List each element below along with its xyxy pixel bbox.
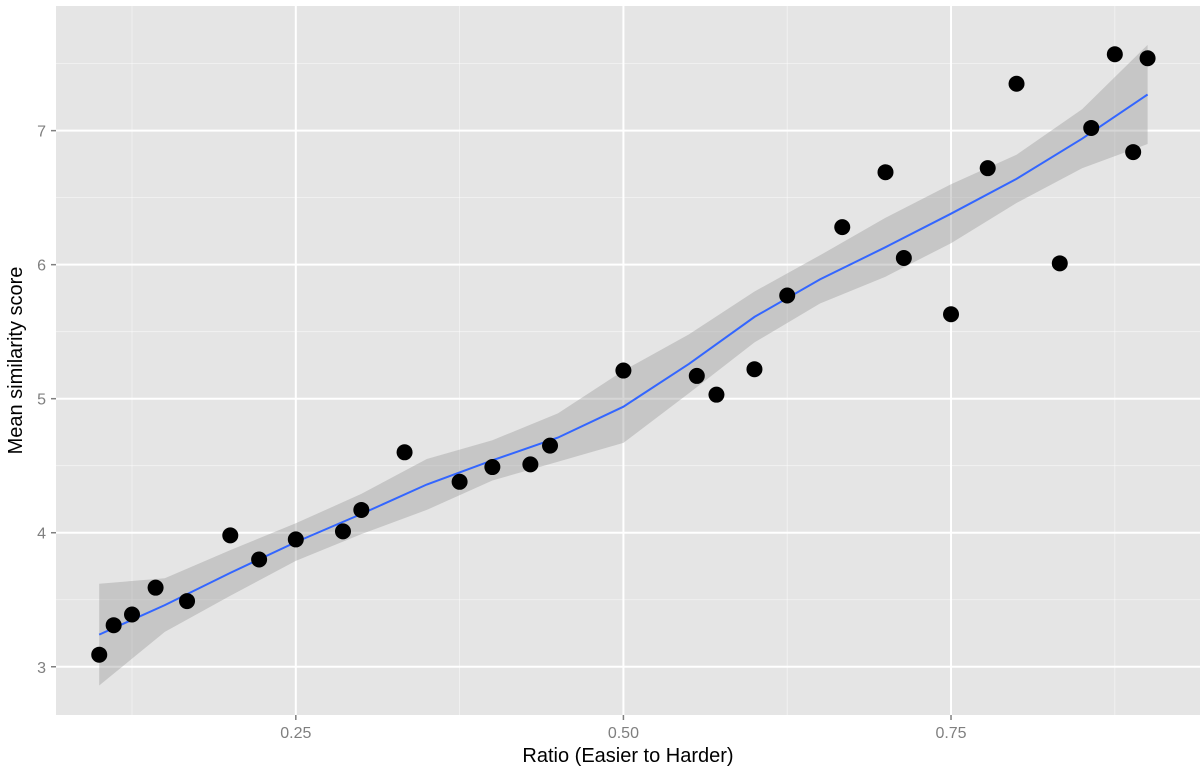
y-axis-title: Mean similarity score: [5, 267, 27, 455]
data-point: [688, 367, 705, 384]
x-axis-ticks: 0.25 0.50 0.75: [280, 715, 967, 742]
y-tick-label: 3: [37, 660, 46, 677]
data-point: [895, 249, 912, 266]
data-point: [105, 617, 122, 634]
y-tick-label: 7: [37, 124, 46, 141]
x-tick-label: 0.50: [608, 725, 639, 742]
data-point: [179, 593, 196, 610]
y-axis-ticks: 3 4 5 6 7: [37, 124, 56, 677]
data-point: [222, 527, 239, 544]
y-tick-label: 4: [37, 526, 46, 543]
data-point: [615, 362, 632, 379]
data-points: [91, 46, 1156, 663]
data-point: [746, 361, 763, 378]
data-point: [979, 160, 996, 177]
x-tick-label: 0.75: [935, 725, 966, 742]
data-point: [124, 606, 141, 623]
smooth-line: [98, 93, 1149, 636]
y-tick-label: 6: [37, 258, 46, 275]
data-point: [779, 287, 796, 304]
data-point: [522, 456, 539, 473]
data-point: [542, 437, 559, 454]
x-axis-title: Ratio (Easier to Harder): [522, 745, 733, 767]
major-grid-y: [56, 129, 1200, 668]
data-point: [353, 501, 370, 518]
data-point: [1051, 255, 1068, 272]
y-tick-label: 5: [37, 392, 46, 409]
data-point: [334, 523, 351, 540]
data-point: [943, 306, 960, 323]
data-point: [251, 551, 268, 568]
data-point: [834, 219, 851, 236]
minor-grid-x: [131, 6, 1116, 715]
data-point: [91, 646, 108, 663]
plot-panel: [56, 6, 1200, 715]
data-point: [484, 459, 501, 476]
data-point: [287, 531, 304, 548]
data-point: [1008, 75, 1025, 92]
data-point: [708, 386, 725, 403]
data-point: [147, 579, 164, 596]
confidence-band: [99, 44, 1148, 686]
data-point: [1106, 46, 1123, 63]
minor-grid-y: [56, 63, 1200, 601]
data-point: [1125, 144, 1142, 161]
data-point: [877, 164, 894, 181]
data-point: [451, 473, 468, 490]
data-point: [1083, 119, 1100, 136]
data-point: [1139, 50, 1156, 67]
major-grid-x: [294, 6, 953, 715]
data-point: [396, 444, 413, 461]
x-tick-label: 0.25: [280, 725, 311, 742]
